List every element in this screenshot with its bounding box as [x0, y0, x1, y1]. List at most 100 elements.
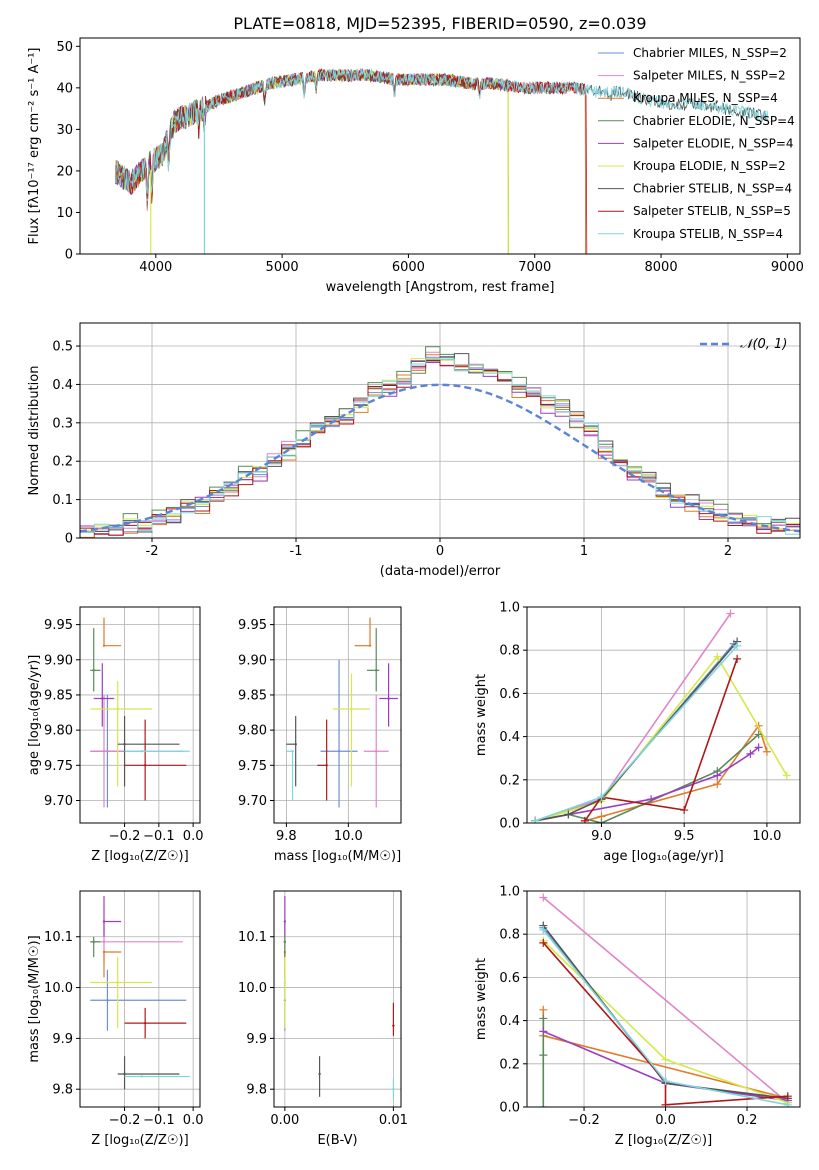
mass-vs-Z-panel: −0.2 −0.1 0.0 9.8 9.9 10.0 10.1 Z [log₁₀(Z/Z☉)]…	[27, 890, 204, 1148]
weight-vs-age-ytick-label: 0.0	[499, 817, 520, 832]
residuals-xlabel: (data-model)/error	[380, 564, 501, 579]
weight-vs-Z-marker	[539, 925, 548, 934]
weight-vs-age-axes-frame	[526, 606, 801, 824]
mass-vs-Z-point	[143, 1021, 147, 1025]
weight-vs-Z-marker	[539, 938, 548, 947]
weight-vs-Z-marker	[539, 893, 548, 902]
age-vs-Z-panel: −0.2 −0.1 0.0 9.70 9.75 9.80 9.85 9.90 9.95 Z [lo…	[27, 606, 203, 864]
weight-vs-age-xtick-label: 9.5	[674, 829, 695, 844]
weight-vs-age-marker	[782, 771, 791, 780]
age-vs-mass-xtick-label: 10.0	[334, 829, 363, 844]
weight-vs-Z-axes-frame	[526, 890, 801, 1108]
weight-vs-age-series-line	[535, 645, 738, 822]
mass-vs-Z-point	[102, 950, 106, 954]
spectrum-series-line	[115, 68, 586, 254]
age-vs-mass-ytick-label: 9.95	[238, 618, 267, 633]
spectrum-xtick-label: 4000	[139, 260, 172, 275]
age-vs-Z-point	[102, 750, 106, 753]
age-vs-Z-ytick-label: 9.90	[44, 653, 73, 668]
weight-vs-age-ytick-label: 0.2	[499, 773, 520, 788]
normal-curve	[80, 383, 800, 533]
weight-vs-Z-xtick-label: 0.2	[737, 1113, 758, 1128]
weight-vs-age-ytick-label: 0.6	[499, 687, 520, 702]
weight-vs-Z-xtick-label: 0.0	[655, 1113, 676, 1128]
age-vs-mass-point	[368, 644, 372, 647]
age-vs-mass-ytick-label: 9.80	[238, 724, 267, 739]
mass-vs-Z-xlabel: Z [log₁₀(Z/Z☉)]	[91, 1133, 188, 1148]
spectrum-ytick-label: 0	[65, 248, 73, 263]
age-vs-Z-xlabel: Z [log₁₀(Z/Z☉)]	[91, 849, 188, 864]
residuals-ylabel: Normed distribution	[27, 366, 42, 496]
weight-vs-age-marker	[733, 641, 742, 650]
spectrum-series-line	[115, 69, 509, 254]
weight-vs-age-marker	[580, 816, 589, 823]
mass-vs-Z-ylabel: mass [log₁₀(M/M☉)]	[27, 935, 42, 1062]
age-vs-mass-plot-area	[286, 617, 398, 808]
weight-vs-Z-ytick-label: 0.8	[499, 928, 520, 943]
age-vs-Z-ytick-label: 9.85	[44, 688, 73, 703]
mass-vs-EBV-ytick-label: 9.8	[246, 1083, 267, 1098]
weight-vs-Z-xlabel: Z [log₁₀(Z/Z☉)]	[615, 1133, 712, 1148]
age-vs-mass-panel: 9.8 10.0 9.70 9.75 9.80 9.85 9.90 9.95 mass [log…	[238, 606, 402, 864]
mass-vs-EBV-point	[318, 1072, 321, 1076]
age-vs-Z-ytick-label: 9.80	[44, 724, 73, 739]
age-vs-Z-ylabel: age [log₁₀(age/yr)]	[27, 655, 42, 776]
weight-vs-age-series-line	[584, 658, 738, 822]
weight-vs-age-series-line	[535, 643, 735, 822]
age-vs-mass-point	[291, 750, 294, 753]
weight-vs-Z-marker	[661, 1055, 670, 1064]
weight-vs-Z-ytick-label: 0.6	[499, 971, 520, 986]
weight-vs-Z-marker	[661, 1100, 670, 1107]
mass-vs-EBV-point	[283, 940, 287, 944]
weight-vs-Z-panel: −0.2 0.0 0.2 0.0 0.2 0.4 0.6 0.8 1.0 Z [log₁₀(Z/Z…	[474, 885, 801, 1148]
spectrum-series-line	[115, 67, 769, 194]
spectrum-legend-label: Salpeter STELIB, N_SSP=5	[633, 204, 791, 218]
figure-title: PLATE=0818, MJD=52395, FIBERID=0590, z=0…	[233, 14, 646, 33]
weight-vs-Z-series-line	[542, 896, 789, 1104]
residuals-ytick-label: 0.5	[52, 340, 73, 355]
age-vs-mass-point	[294, 742, 297, 746]
mass-vs-Z-point	[102, 940, 106, 944]
spectrum-ytick-label: 20	[56, 164, 73, 179]
mass-vs-EBV-point	[283, 920, 287, 923]
residual-histogram-series	[80, 359, 800, 536]
spectrum-xtick-label: 9000	[771, 260, 804, 275]
age-vs-mass-point	[375, 669, 378, 672]
weight-vs-age-plot-area	[531, 609, 791, 823]
mass-vs-EBV-xtick-label: 0.00	[270, 1113, 299, 1128]
residuals-xtick-label: -2	[146, 544, 159, 559]
residuals-xtick-label: 2	[724, 544, 732, 559]
weight-vs-age-series-line	[535, 613, 732, 822]
mass-vs-EBV-panel: 0.00 0.01 9.8 9.9 10.0 10.1 E(B-V)	[238, 890, 408, 1148]
age-vs-mass-point	[350, 707, 353, 711]
residual-histogram-series	[80, 357, 800, 535]
age-vs-Z-point	[140, 750, 143, 753]
weight-vs-Z-marker	[539, 1027, 548, 1036]
age-vs-mass-point	[387, 697, 390, 700]
weight-vs-age-marker	[597, 793, 606, 802]
age-vs-mass-ytick-label: 9.70	[238, 794, 267, 809]
mass-vs-Z-xtick-label: 0.0	[183, 1113, 204, 1128]
spectrum-ytick-label: 40	[56, 81, 73, 96]
residuals-xtick-label: -1	[290, 544, 303, 559]
weight-vs-age-marker	[597, 819, 606, 823]
weight-vs-Z-marker	[783, 1092, 792, 1101]
weight-vs-age-marker	[713, 771, 722, 780]
weight-vs-Z-marker	[539, 1103, 548, 1107]
weight-vs-age-marker	[713, 652, 722, 661]
residuals-ytick-label: 0.2	[52, 455, 73, 470]
age-vs-Z-point	[116, 707, 119, 711]
age-vs-Z-point	[101, 697, 104, 700]
mass-vs-Z-axes-frame	[79, 890, 201, 1108]
spectrum-ytick-label: 30	[56, 123, 73, 138]
age-vs-mass-xtick-label: 9.8	[276, 829, 297, 844]
weight-vs-age-ytick-label: 0.8	[499, 644, 520, 659]
weight-vs-Z-xtick-label: −0.2	[568, 1113, 600, 1128]
mass-vs-Z-point	[140, 1075, 143, 1078]
spectrum-panel: 4000 5000 6000 7000 8000 9000 0 10 20 30 40 50 wavel…	[27, 37, 804, 295]
age-vs-mass-point	[375, 750, 378, 753]
mass-vs-Z-ytick-label: 10.0	[44, 981, 73, 996]
age-vs-mass-point	[325, 764, 328, 767]
spectrum-xtick-label: 6000	[392, 260, 425, 275]
spectrum-ylabel: Flux [fλ10⁻¹⁷ erg cm⁻² s⁻¹ A⁻¹]	[27, 48, 42, 245]
